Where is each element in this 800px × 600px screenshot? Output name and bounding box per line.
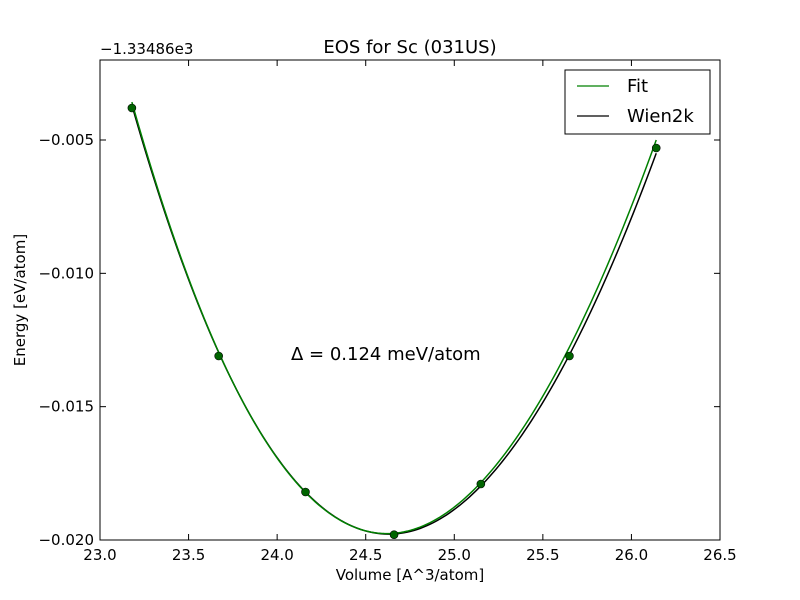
series-line-wien2k — [131, 104, 657, 535]
y-tick-label: −0.010 — [38, 264, 94, 282]
x-tick-label: 26.5 — [703, 546, 736, 564]
legend-label-wien2k: Wien2k — [627, 106, 694, 127]
legend: Fit Wien2k — [564, 69, 711, 135]
plot-area — [127, 101, 661, 539]
chart-title: EOS for Sc (031US) — [323, 37, 496, 58]
plot-frame — [99, 59, 721, 541]
x-axis-label: Volume [A^3/atom] — [336, 566, 485, 584]
delta-annotation: Δ = 0.124 meV/atom — [291, 344, 481, 365]
data-point — [651, 143, 661, 153]
data-point — [389, 530, 399, 539]
x-tick-label: 24.5 — [349, 546, 382, 564]
data-point — [301, 487, 310, 497]
legend-frame — [564, 69, 711, 135]
x-tick-label: 24.0 — [260, 546, 293, 564]
y-tick-label: −0.015 — [38, 398, 94, 416]
data-point — [214, 351, 223, 361]
x-tick-label: 26.0 — [615, 546, 648, 564]
axis-ticks: 23.0 23.5 24.0 24.5 25.0 25.5 26.0 26.5 −0.005 −0… — [38, 60, 737, 564]
y-offset-label: −1.33486e3 — [100, 40, 193, 58]
data-point — [127, 103, 137, 113]
data-point — [565, 351, 574, 361]
y-tick-label: −0.020 — [38, 531, 94, 549]
x-tick-label: 25.5 — [526, 546, 559, 564]
x-tick-label: 25.0 — [438, 546, 471, 564]
series-line-fit — [131, 101, 657, 535]
x-tick-label: 23.5 — [172, 546, 205, 564]
y-tick-label: −0.005 — [38, 131, 94, 149]
data-point — [476, 479, 486, 489]
y-axis-label: Energy [eV/atom] — [11, 234, 29, 366]
legend-label-fit: Fit — [627, 76, 648, 97]
x-tick-label: 23.0 — [83, 546, 116, 564]
